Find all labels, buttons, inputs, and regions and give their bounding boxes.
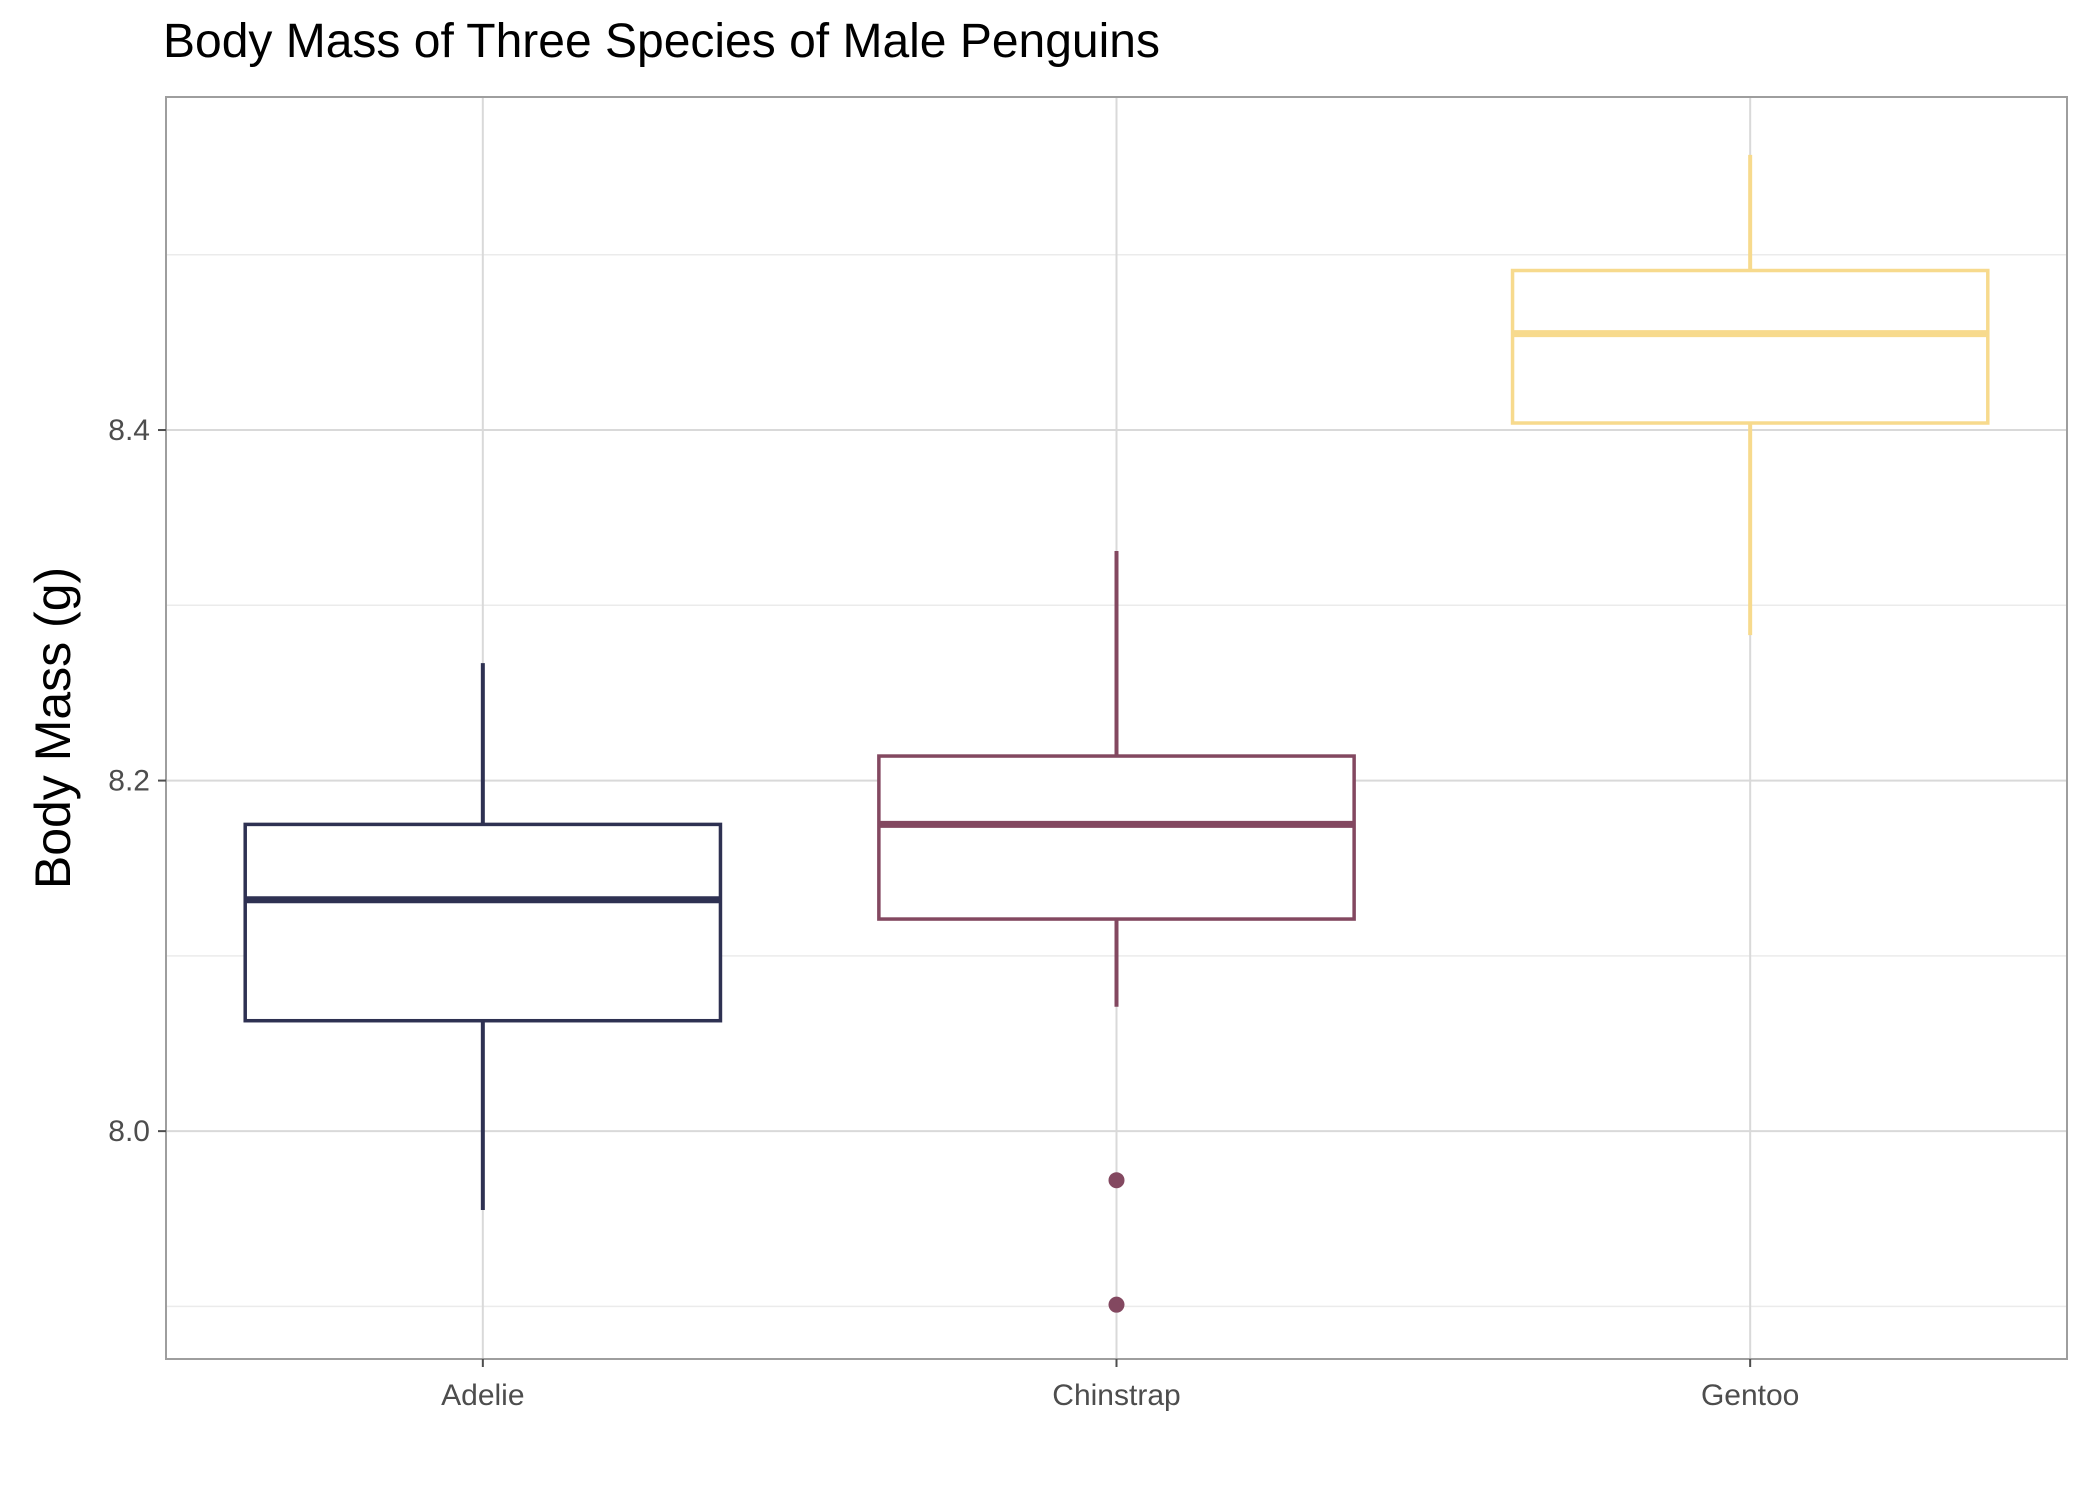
outlier-point: [1108, 1296, 1125, 1313]
outlier-point: [1108, 1172, 1125, 1189]
chart-title: Body Mass of Three Species of Male Pengu…: [163, 15, 1160, 68]
axis-ticks: 8.0 8.2 8.4 Adelie Chinstrap Gentoo: [108, 414, 1799, 1412]
y-tick-label: 8.0: [108, 1115, 150, 1148]
boxes: [243, 154, 1990, 1313]
iqr-box: [243, 822, 723, 1023]
box-gentoo: [1510, 154, 1990, 636]
iqr-box: [1510, 268, 1990, 425]
iqr-box: [877, 754, 1356, 921]
y-tick-label: 8.2: [108, 765, 150, 798]
box-adelie: [243, 663, 723, 1211]
y-axis-title: Body Mass (g): [25, 567, 81, 889]
y-tick-label: 8.4: [108, 414, 150, 447]
x-tick-label: Chinstrap: [1052, 1379, 1180, 1412]
x-tick-label: Adelie: [441, 1379, 524, 1412]
x-tick-label: Gentoo: [1701, 1379, 1799, 1412]
box-chinstrap: [877, 550, 1356, 1313]
